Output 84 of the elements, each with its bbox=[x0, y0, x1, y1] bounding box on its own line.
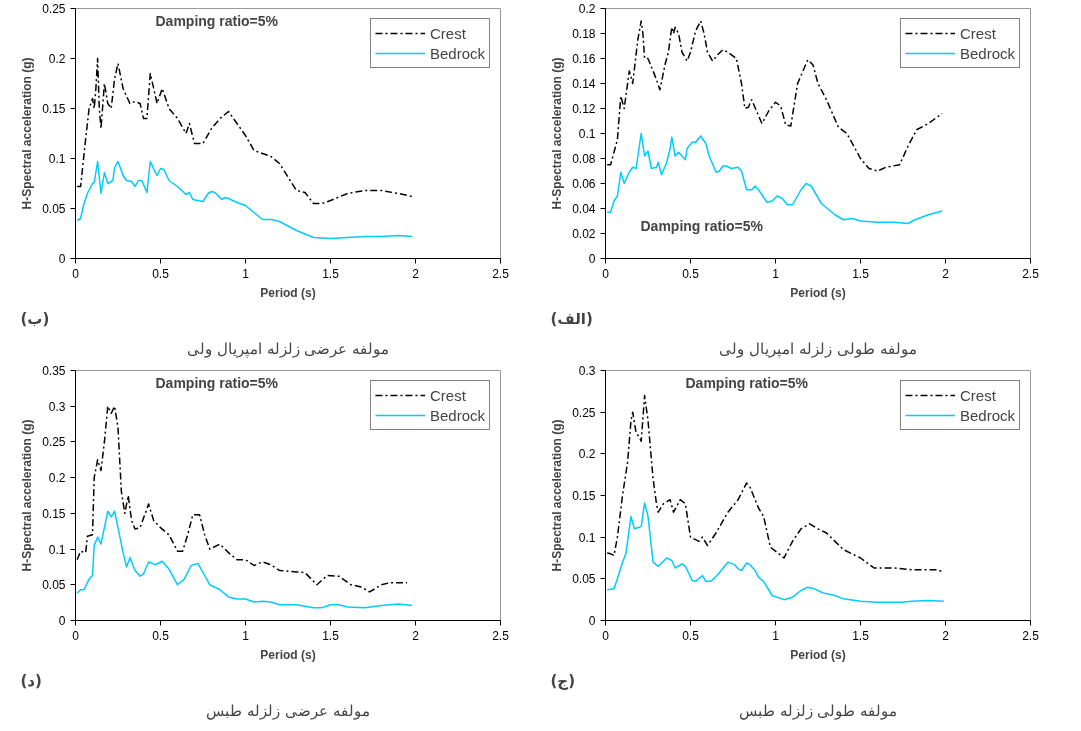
x-axis-title: Period (s) bbox=[260, 285, 316, 300]
y-tick-label: 0 bbox=[588, 252, 596, 266]
x-tick-label: 1 bbox=[242, 628, 250, 643]
legend-label: Crest bbox=[959, 386, 996, 404]
x-tick-label: 2 bbox=[412, 628, 420, 643]
x-tick-label: 0.5 bbox=[152, 266, 170, 281]
y-tick-label: 0.15 bbox=[572, 489, 596, 503]
x-axis-title: Period (s) bbox=[790, 285, 846, 300]
y-tick-label: 0 bbox=[58, 614, 66, 628]
x-tick-label: 0.5 bbox=[152, 628, 170, 643]
y-tick-label: 0.2 bbox=[578, 2, 596, 16]
y-tick-label: 0.04 bbox=[572, 202, 596, 216]
text: مولفه عرضی زلزله طبس bbox=[206, 701, 370, 720]
y-tick-label: 0.05 bbox=[42, 578, 66, 593]
y-tick-label: 0.02 bbox=[572, 227, 596, 241]
annotation: Damping ratio=5% bbox=[640, 217, 764, 234]
y-tick-label: 0.05 bbox=[572, 572, 596, 587]
y-tick-label: 0.2 bbox=[48, 471, 66, 486]
y-tick-label: 0.25 bbox=[572, 405, 596, 420]
y-tick-label: 0.25 bbox=[42, 2, 66, 16]
text: مولفه عرضی زلزله امپریال ولی bbox=[186, 339, 390, 358]
y-tick-label: 0.1 bbox=[578, 127, 596, 141]
x-tick-label: 2.5 bbox=[492, 628, 510, 643]
y-tick-label: 0.15 bbox=[42, 506, 66, 521]
y-tick-label: 0.05 bbox=[42, 202, 66, 216]
y-tick-label: 0 bbox=[58, 252, 66, 266]
y-tick-label: 0 bbox=[588, 614, 596, 628]
y-axis-title: H-Spectral acceleration (g) bbox=[550, 57, 565, 210]
legend-label: Bedrock bbox=[959, 44, 1015, 62]
text: (الف) bbox=[550, 309, 593, 328]
y-axis-title: H-Spectral acceleration (g) bbox=[20, 57, 35, 210]
y-tick-label: 0.1 bbox=[48, 152, 66, 166]
text: مولفه طولی زلزله امپریال ولی bbox=[719, 339, 917, 358]
y-tick-label: 0.35 bbox=[42, 364, 66, 378]
y-axis-title: H-Spectral acceleration (g) bbox=[20, 419, 35, 572]
legend-label: Bedrock bbox=[429, 406, 485, 424]
y-tick-label: 0.12 bbox=[572, 102, 596, 116]
text: (د) bbox=[20, 671, 42, 690]
x-tick-label: 0 bbox=[602, 628, 610, 643]
annotation: Damping ratio=5% bbox=[685, 374, 809, 391]
x-tick-label: 1 bbox=[242, 266, 250, 281]
x-tick-label: 2.5 bbox=[1022, 628, 1040, 643]
y-tick-label: 0.06 bbox=[572, 177, 596, 191]
x-tick-label: 1 bbox=[772, 628, 780, 643]
y-tick-label: 0.14 bbox=[572, 77, 596, 91]
y-tick-label: 0.16 bbox=[572, 52, 596, 66]
text: (ب) bbox=[20, 309, 50, 328]
x-tick-label: 0 bbox=[602, 266, 610, 281]
x-tick-label: 1.5 bbox=[852, 266, 870, 281]
x-tick-label: 0.5 bbox=[682, 266, 700, 281]
legend-label: Bedrock bbox=[429, 44, 485, 62]
y-tick-label: 0.18 bbox=[572, 27, 596, 41]
x-tick-label: 2.5 bbox=[492, 266, 510, 281]
y-tick-label: 0.2 bbox=[578, 447, 596, 462]
y-tick-label: 0.1 bbox=[578, 530, 596, 545]
x-tick-label: 1 bbox=[772, 266, 780, 281]
text: (ج) bbox=[550, 671, 576, 690]
x-tick-label: 2 bbox=[412, 266, 420, 281]
x-tick-label: 1.5 bbox=[322, 266, 340, 281]
x-tick-label: 0.5 bbox=[682, 628, 700, 643]
y-axis-title: H-Spectral acceleration (g) bbox=[550, 419, 565, 572]
y-tick-label: 0.3 bbox=[48, 399, 66, 414]
y-tick-label: 0.08 bbox=[572, 152, 596, 166]
y-tick-label: 0.15 bbox=[42, 102, 66, 116]
x-tick-label: 1.5 bbox=[322, 628, 340, 643]
x-axis-title: Period (s) bbox=[260, 647, 316, 662]
y-tick-label: 0.3 bbox=[578, 364, 596, 378]
x-tick-label: 2.5 bbox=[1022, 266, 1040, 281]
x-axis-title: Period (s) bbox=[790, 647, 846, 662]
legend-label: Crest bbox=[429, 386, 466, 404]
y-tick-label: 0.1 bbox=[48, 542, 66, 557]
legend-label: Crest bbox=[429, 24, 466, 42]
y-tick-label: 0.2 bbox=[48, 52, 66, 66]
legend-label: Crest bbox=[959, 24, 996, 42]
annotation: Damping ratio=5% bbox=[155, 12, 279, 29]
text: مولفه طولی زلزله طبس bbox=[738, 701, 898, 720]
annotation: Damping ratio=5% bbox=[155, 374, 279, 391]
x-tick-label: 2 bbox=[942, 628, 950, 643]
x-tick-label: 0 bbox=[72, 266, 80, 281]
legend-label: Bedrock bbox=[959, 406, 1015, 424]
x-tick-label: 0 bbox=[72, 628, 80, 643]
x-tick-label: 1.5 bbox=[852, 628, 870, 643]
y-tick-label: 0.25 bbox=[42, 435, 66, 450]
x-tick-label: 2 bbox=[942, 266, 950, 281]
